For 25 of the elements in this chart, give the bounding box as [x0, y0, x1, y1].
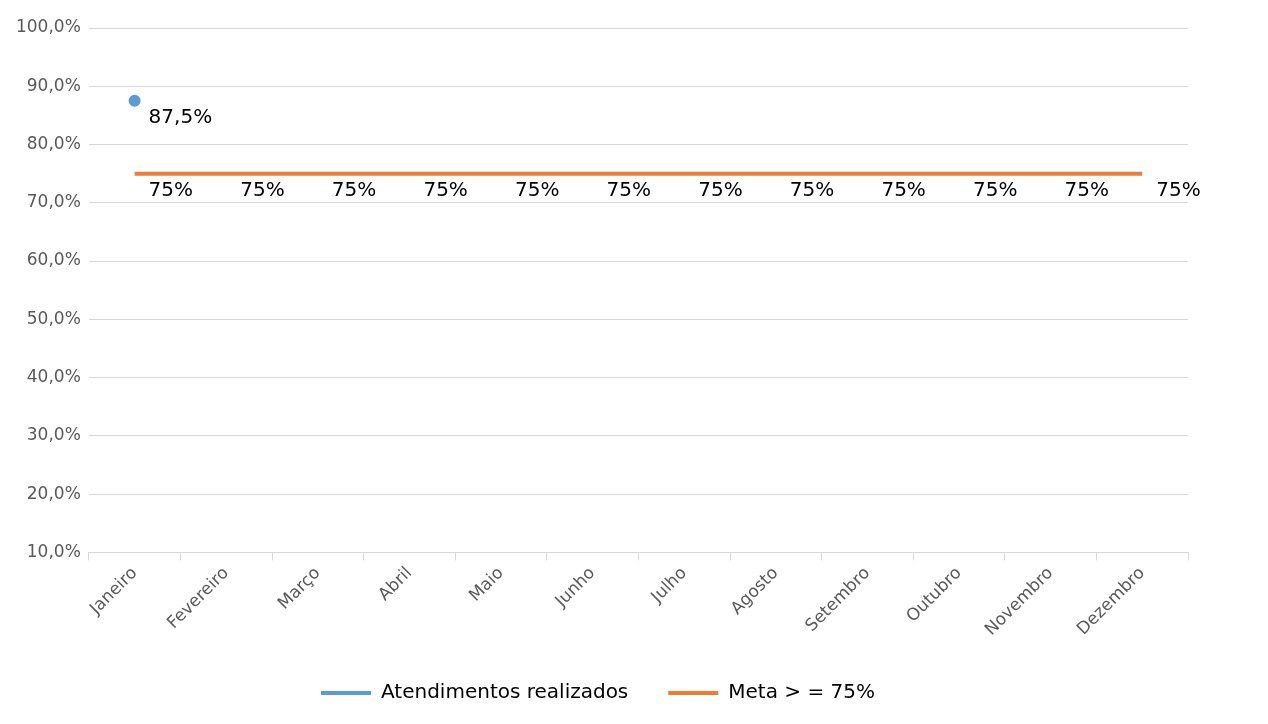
- data-label: 75%: [423, 176, 468, 201]
- data-label: 75%: [148, 176, 194, 201]
- y-tick-label: 10,0%: [26, 540, 81, 561]
- y-tick-label: 100,0%: [15, 16, 81, 37]
- data-label: 75%: [1156, 176, 1201, 201]
- data-label: 75%: [698, 176, 743, 201]
- y-tick-label: 50,0%: [26, 307, 81, 328]
- y-tick-label: 40,0%: [26, 365, 81, 386]
- y-tick-label: 70,0%: [26, 191, 81, 212]
- y-tick-label: 80,0%: [26, 132, 81, 153]
- data-label: 75%: [973, 176, 1018, 201]
- data-label: 75%: [881, 176, 926, 201]
- legend-label: Meta > = 75%: [728, 679, 875, 704]
- y-tick-label: 30,0%: [26, 424, 81, 445]
- data-label: 75%: [606, 176, 652, 201]
- legend-label: Atendimentos realizados: [381, 679, 629, 704]
- data-label: 75%: [240, 176, 285, 201]
- data-label: 75%: [789, 176, 835, 201]
- y-tick-label: 20,0%: [26, 482, 81, 503]
- data-label: 87,5%: [148, 104, 213, 129]
- y-tick-label: 90,0%: [26, 74, 81, 95]
- data-label: 75%: [515, 176, 560, 201]
- data-label: 75%: [331, 176, 377, 201]
- data-label: 75%: [1064, 176, 1110, 201]
- y-tick-label: 60,0%: [26, 249, 81, 270]
